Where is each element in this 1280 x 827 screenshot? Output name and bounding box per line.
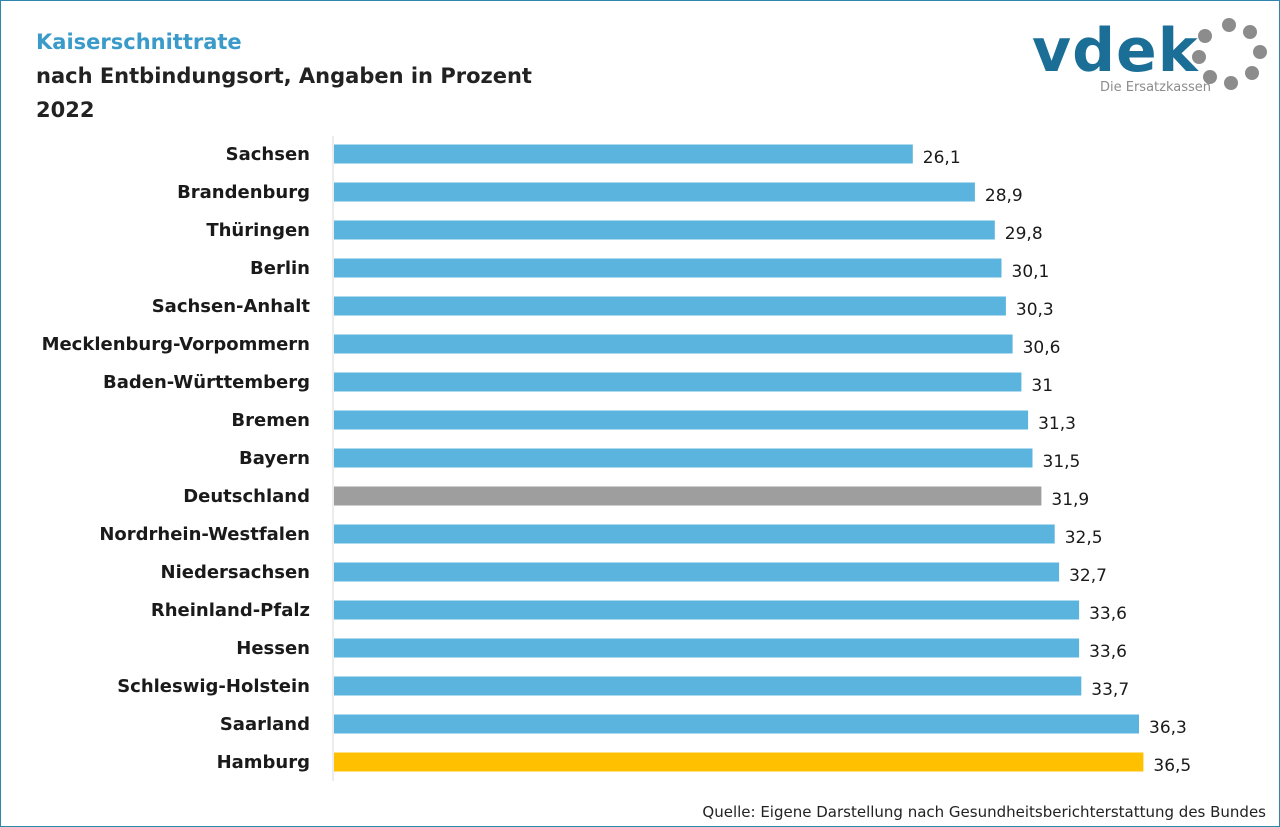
value-label: 36,3 bbox=[1149, 718, 1187, 738]
value-label: 29,8 bbox=[1005, 224, 1043, 244]
bar-bremen bbox=[334, 410, 1029, 430]
chart-subtitle: nach Entbindungsort, Angaben in Prozent bbox=[36, 64, 532, 88]
bar-hessen bbox=[334, 638, 1080, 658]
value-label: 28,9 bbox=[985, 186, 1023, 206]
value-label: 31,5 bbox=[1043, 452, 1081, 472]
logo-tagline: Die Ersatzkassen bbox=[1100, 80, 1212, 95]
category-label: Nordrhein-Westfalen bbox=[99, 524, 310, 545]
bar-thüringen bbox=[334, 220, 995, 240]
value-label: 33,6 bbox=[1089, 604, 1127, 624]
category-label: Brandenburg bbox=[177, 182, 310, 203]
category-label: Hessen bbox=[236, 638, 310, 659]
logo-wordmark: vdek bbox=[1032, 16, 1199, 86]
chart-title: Kaiserschnittrate bbox=[36, 30, 242, 54]
bar-mecklenburg-vorpommern bbox=[334, 334, 1013, 354]
bar-brandenburg bbox=[334, 182, 975, 202]
category-label: Thüringen bbox=[206, 220, 310, 241]
bar-deutschland bbox=[334, 486, 1042, 506]
bar-niedersachsen bbox=[334, 562, 1060, 582]
category-label: Mecklenburg-Vorpommern bbox=[42, 334, 310, 355]
category-label: Niedersachsen bbox=[161, 562, 311, 583]
category-labels-group: Sachsen Brandenburg Thüringen Berlin Sachsen… bbox=[42, 144, 311, 773]
value-label: 30,6 bbox=[1023, 338, 1061, 358]
category-label: Schleswig-Holstein bbox=[117, 676, 310, 697]
value-label: 36,5 bbox=[1153, 756, 1191, 776]
category-label: Sachsen bbox=[226, 144, 310, 165]
bar-rheinland-pfalz bbox=[334, 600, 1080, 620]
category-label: Baden-Württemberg bbox=[103, 372, 310, 393]
bar-sachsen bbox=[334, 144, 913, 164]
source-note: Quelle: Eigene Darstellung nach Gesundhe… bbox=[702, 803, 1266, 821]
vdek-logo: vdek Die Ersatzkassen bbox=[1030, 16, 1270, 100]
value-label: 26,1 bbox=[923, 148, 961, 168]
value-label: 33,6 bbox=[1089, 642, 1127, 662]
bars-group bbox=[334, 144, 1144, 772]
value-labels-group: 26,1 28,9 29,8 30,1 30,3 30,6 31 31,3 31,5 31,9 32… bbox=[923, 148, 1191, 776]
value-label: 32,7 bbox=[1069, 566, 1107, 586]
value-label: 31 bbox=[1031, 376, 1053, 396]
logo-ring-icon bbox=[1192, 18, 1267, 90]
bar-sachsen-anhalt bbox=[334, 296, 1006, 316]
category-label: Bayern bbox=[239, 448, 310, 469]
bar-hamburg bbox=[334, 752, 1144, 772]
category-label: Hamburg bbox=[217, 752, 310, 773]
value-label: 33,7 bbox=[1091, 680, 1129, 700]
category-label: Bremen bbox=[231, 410, 310, 431]
category-label: Berlin bbox=[250, 258, 310, 279]
bar-schleswig-holstein bbox=[334, 676, 1082, 696]
value-label: 31,3 bbox=[1038, 414, 1076, 434]
chart-year: 2022 bbox=[36, 98, 95, 122]
value-label: 32,5 bbox=[1065, 528, 1103, 548]
category-label: Rheinland-Pfalz bbox=[151, 600, 310, 621]
category-label: Deutschland bbox=[183, 486, 310, 507]
bar-baden-württemberg bbox=[334, 372, 1022, 392]
value-label: 30,1 bbox=[1012, 262, 1050, 282]
bar-saarland bbox=[334, 714, 1139, 734]
bar-berlin bbox=[334, 258, 1002, 278]
category-label: Saarland bbox=[220, 714, 310, 735]
bar-nordrhein-westfalen bbox=[334, 524, 1055, 544]
value-label: 31,9 bbox=[1051, 490, 1089, 510]
bar-bayern bbox=[334, 448, 1033, 468]
category-label: Sachsen-Anhalt bbox=[152, 296, 311, 317]
value-label: 30,3 bbox=[1016, 300, 1054, 320]
